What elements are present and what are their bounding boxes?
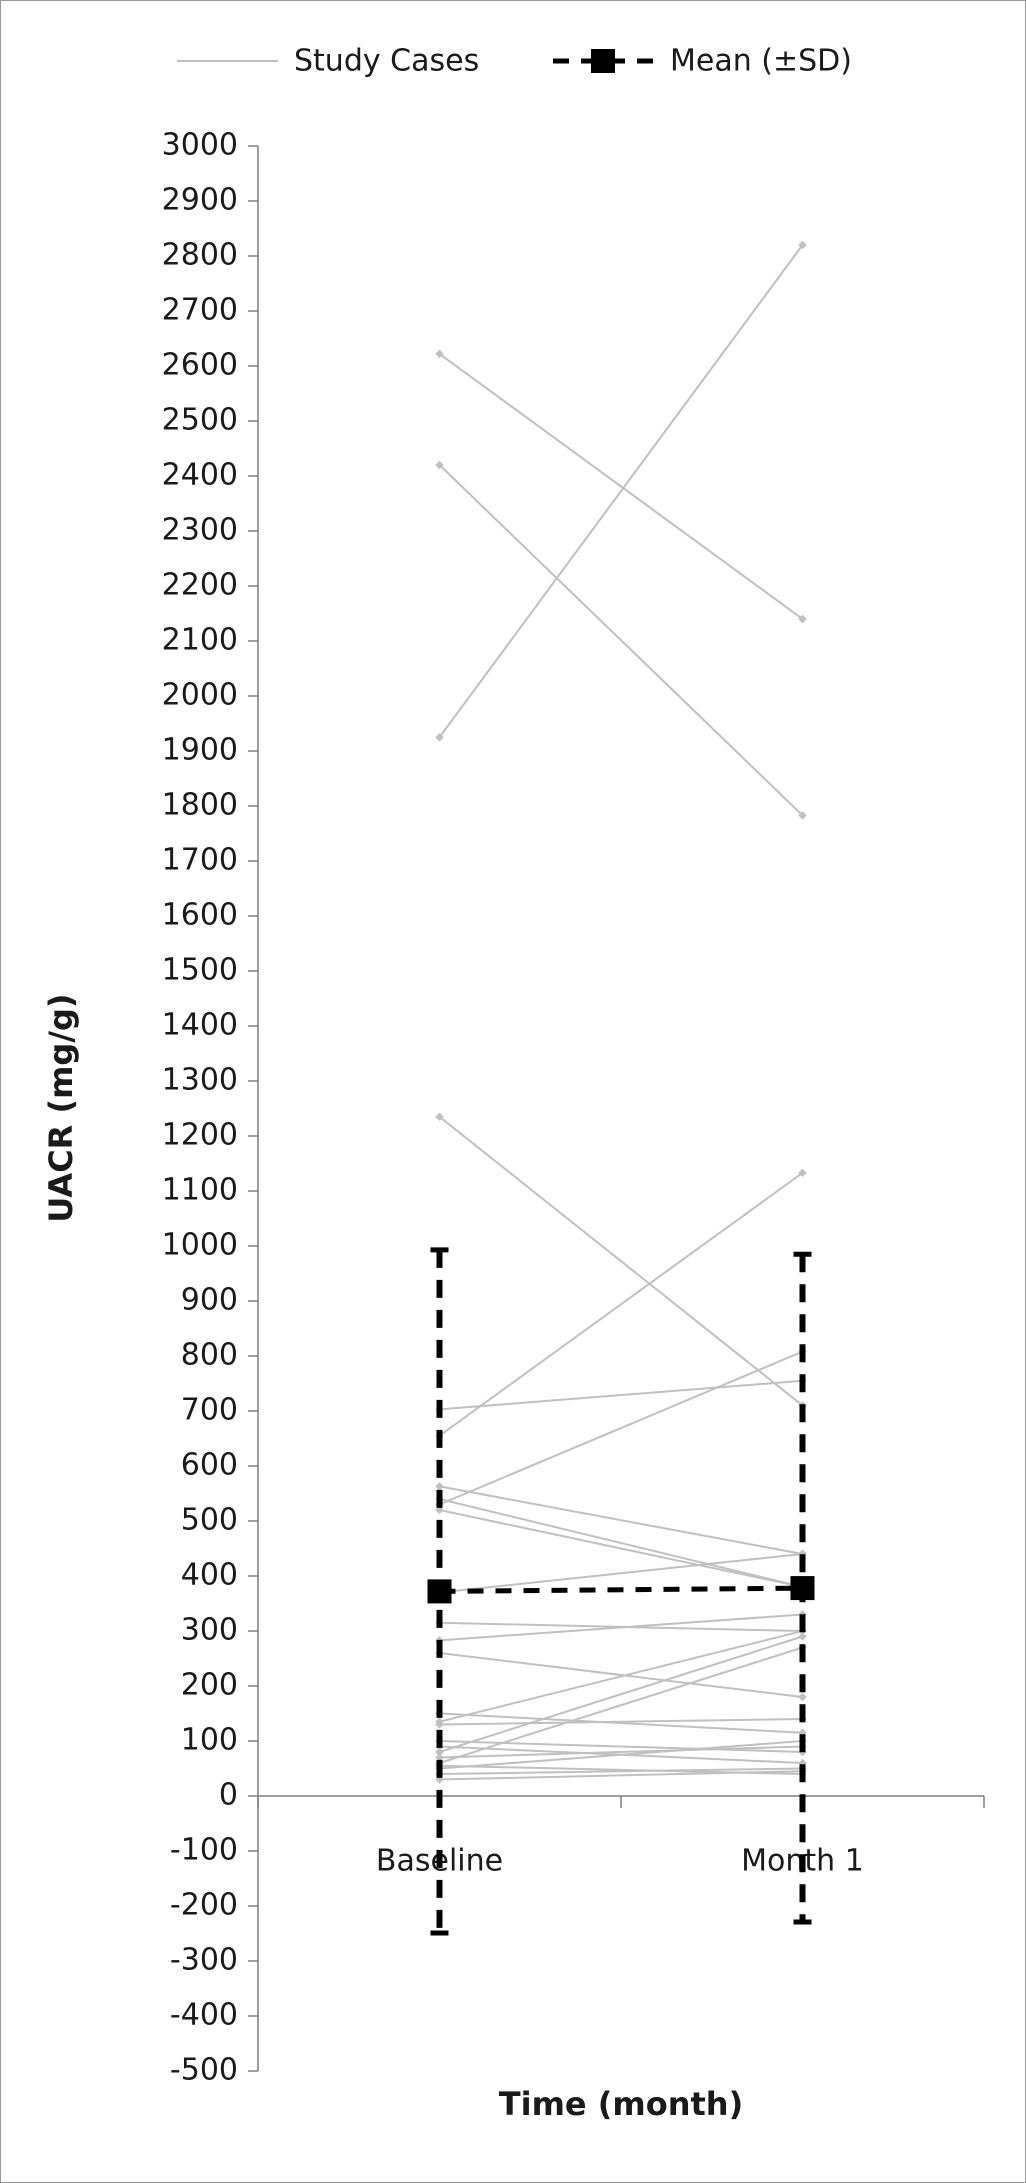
case-line xyxy=(439,1745,803,1759)
case-line xyxy=(439,1485,803,1555)
case-line xyxy=(439,1350,803,1506)
y-tick-label: 1700 xyxy=(162,843,238,878)
legend-label: Mean (±SD) xyxy=(670,44,852,79)
y-tick-label: -500 xyxy=(170,2053,238,2088)
case-line xyxy=(439,1613,803,1642)
y-tick-label: 900 xyxy=(181,1283,238,1318)
y-tick-label: 1800 xyxy=(162,788,238,823)
y-tick-label: 200 xyxy=(181,1668,238,1703)
y-tick-label: 500 xyxy=(181,1503,238,1538)
legend-marker xyxy=(591,49,615,73)
y-tick-label: 600 xyxy=(181,1448,238,1483)
case-marker xyxy=(435,1747,444,1757)
case-line xyxy=(439,1767,803,1775)
case-line xyxy=(438,244,804,738)
y-tick-label: 700 xyxy=(181,1393,238,1428)
case-line xyxy=(439,1509,803,1588)
case-marker xyxy=(435,733,444,742)
y-tick-label: 1600 xyxy=(162,898,238,933)
mean-marker xyxy=(790,1576,815,1601)
case-marker xyxy=(435,1482,444,1491)
y-tick-label: 2200 xyxy=(162,568,238,603)
case-line xyxy=(439,1553,803,1594)
case-line xyxy=(438,1115,804,1407)
case-marker xyxy=(798,614,807,624)
case-line xyxy=(438,464,804,817)
case-line xyxy=(439,1712,803,1734)
case-line xyxy=(439,1635,803,1753)
y-tick-label: -100 xyxy=(170,1833,238,1868)
case-marker xyxy=(435,460,444,470)
mean-line xyxy=(439,1585,803,1594)
case-line xyxy=(439,1745,803,1764)
case-line xyxy=(439,1379,803,1411)
y-tick-label: 2800 xyxy=(162,238,238,273)
y-tick-label: 2000 xyxy=(162,678,238,713)
y-tick-label: 1100 xyxy=(162,1173,238,1208)
y-tick-label: -400 xyxy=(170,1998,238,2033)
y-tick-label: 2100 xyxy=(162,623,238,658)
x-axis-title: Time (month) xyxy=(499,2085,743,2123)
y-tick-label: 3000 xyxy=(162,128,238,163)
case-marker xyxy=(798,1168,807,1178)
case-marker xyxy=(435,349,444,359)
case-line xyxy=(439,1652,803,1698)
case-marker xyxy=(435,1720,444,1729)
case-line xyxy=(438,1172,804,1437)
y-tick-label: 2900 xyxy=(162,183,238,218)
y-tick-label: 1400 xyxy=(162,1008,238,1043)
y-tick-label: 100 xyxy=(181,1723,238,1758)
case-line xyxy=(439,1718,803,1726)
case-marker xyxy=(435,1753,444,1762)
y-tick-label: 400 xyxy=(181,1558,238,1593)
y-tick-label: 2300 xyxy=(162,513,238,548)
case-marker xyxy=(798,1692,807,1702)
y-tick-label: 0 xyxy=(219,1778,238,1813)
case-marker xyxy=(798,811,807,820)
y-tick-label: 1300 xyxy=(162,1063,238,1098)
y-tick-label: 300 xyxy=(181,1613,238,1648)
case-line xyxy=(439,1740,803,1753)
y-tick-label: 2500 xyxy=(162,403,238,438)
y-tick-label: 2700 xyxy=(162,293,238,328)
case-line xyxy=(439,1630,803,1723)
y-tick-label: 2400 xyxy=(162,458,238,493)
y-tick-label: 800 xyxy=(181,1338,238,1373)
y-tick-label: 1900 xyxy=(162,733,238,768)
legend-label: Study Cases xyxy=(294,44,479,79)
y-tick-label: 1200 xyxy=(162,1118,238,1153)
mean-marker xyxy=(427,1579,452,1604)
y-tick-label: -300 xyxy=(170,1943,238,1978)
case-line xyxy=(438,353,804,620)
y-tick-label: -200 xyxy=(170,1888,238,1923)
case-marker xyxy=(435,1112,444,1121)
case-line xyxy=(439,1764,803,1775)
case-marker xyxy=(435,1505,444,1515)
y-tick-label: 1000 xyxy=(162,1228,238,1263)
case-marker xyxy=(798,1632,807,1641)
y-axis-title: UACR (mg/g) xyxy=(42,993,80,1222)
case-line xyxy=(439,1498,803,1588)
y-tick-label: 1500 xyxy=(162,953,238,988)
y-tick-label: 2600 xyxy=(162,348,238,383)
